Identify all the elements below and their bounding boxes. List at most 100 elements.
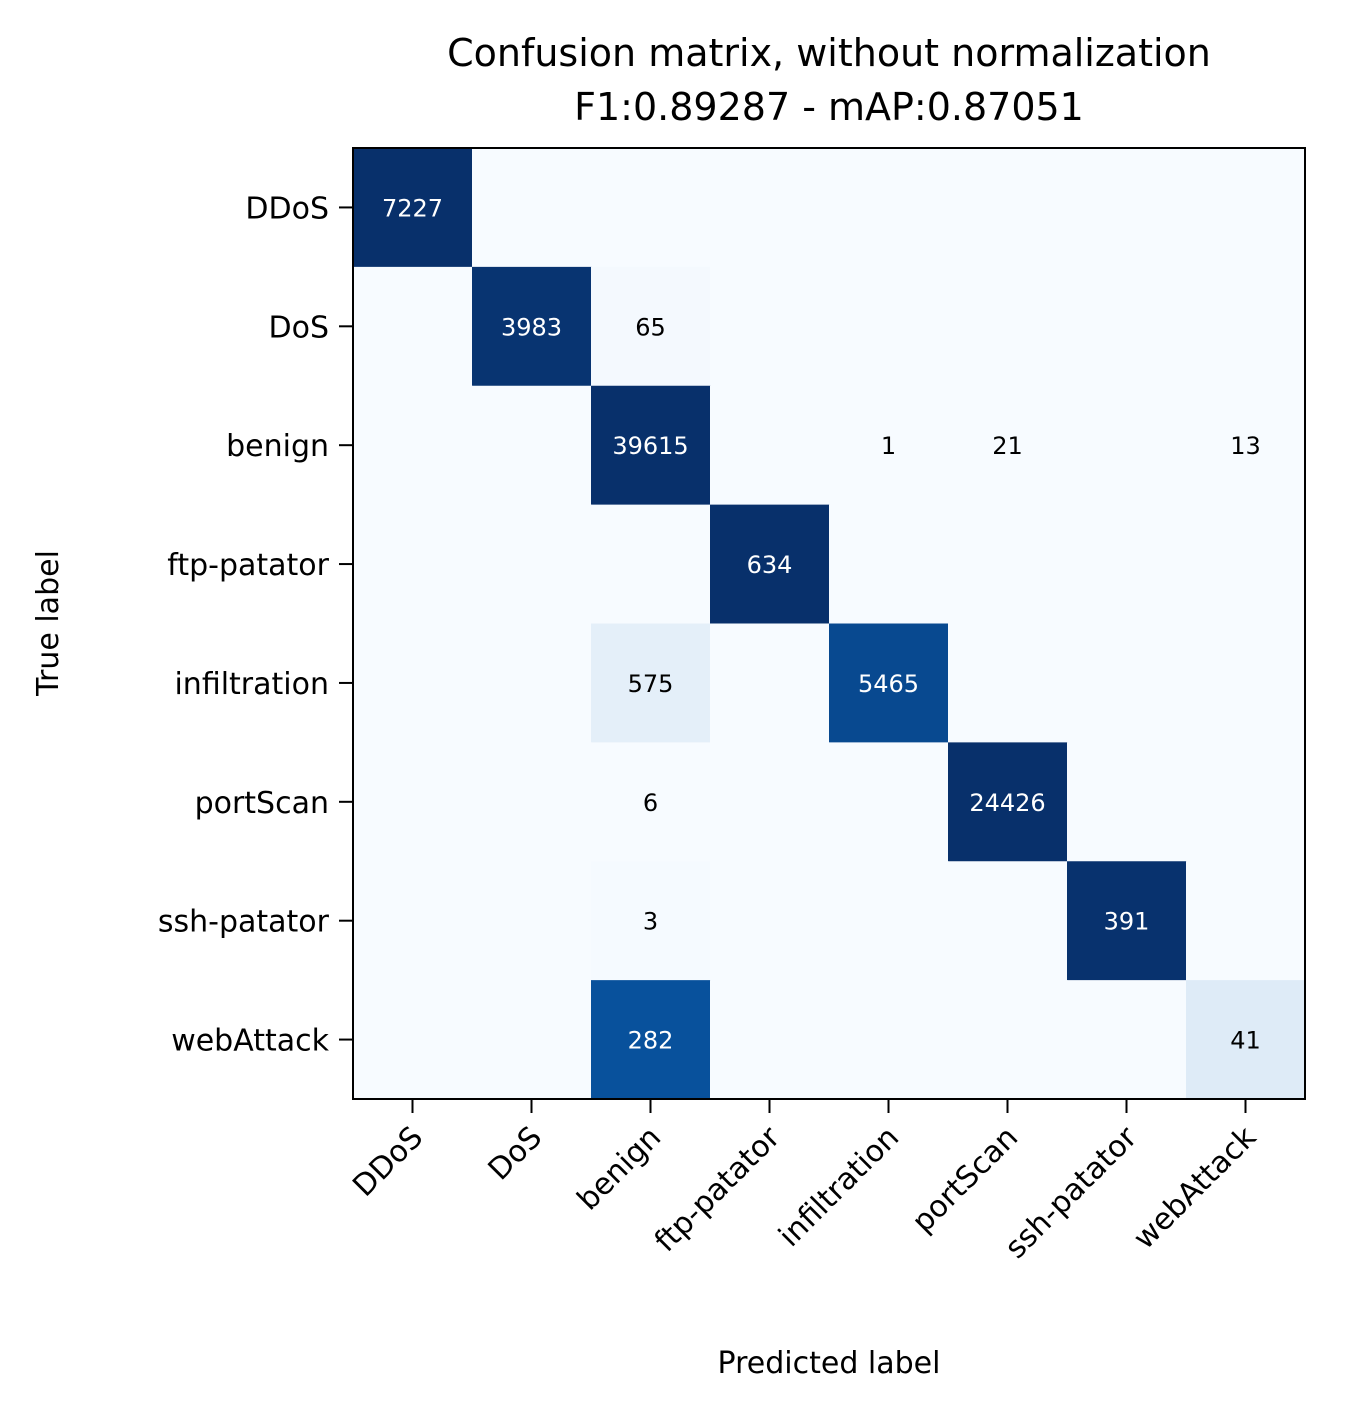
heatmap-cell	[472, 385, 592, 506]
heatmap-cell	[829, 266, 949, 387]
heatmap-cell	[710, 266, 830, 387]
cell-value-labels: 7227 3983 65 39615 1 21 13 634 575 5465 6 24426 3 391…	[382, 194, 1261, 1054]
heatmap-cell	[353, 266, 473, 387]
heatmap-cell	[710, 623, 830, 743]
y-tick-label: webAttack	[171, 1024, 329, 1059]
heatmap-cell	[948, 385, 1068, 506]
x-tick-label: ftp-patator	[648, 1119, 788, 1259]
heatmap-cell	[472, 742, 592, 862]
y-tick-label: DDoS	[245, 191, 329, 226]
heatmap-cell	[948, 266, 1068, 387]
chart-title: Confusion matrix, without normalization	[447, 31, 1211, 75]
x-tick-label: benign	[571, 1120, 669, 1218]
heatmap-cell	[353, 385, 473, 506]
cell-value-label: 1	[881, 432, 896, 460]
cell-value-label: 7227	[382, 194, 443, 222]
heatmap-cell	[472, 266, 592, 387]
heatmap-cell	[1186, 861, 1306, 981]
heatmap-cell	[948, 742, 1068, 862]
y-tick-label: portScan	[195, 786, 329, 821]
x-tick-label: DDoS	[346, 1120, 430, 1204]
heatmap-cell	[1067, 504, 1187, 624]
heatmap-cell	[1186, 504, 1306, 624]
heatmap-cell	[591, 980, 711, 1100]
chart-subtitle: F1:0.89287 - mAP:0.87051	[574, 85, 1084, 129]
heatmap-cell	[710, 980, 830, 1100]
heatmap-cell	[591, 385, 711, 506]
heatmap-cell	[1186, 623, 1306, 743]
heatmap-cell	[710, 504, 830, 624]
heatmap-cell	[472, 504, 592, 624]
heatmap-cell	[829, 861, 949, 981]
cell-value-label: 13	[1230, 432, 1261, 460]
plot-frame	[352, 147, 1306, 1100]
cell-value-label: 575	[628, 670, 674, 698]
cell-value-label: 5465	[858, 670, 919, 698]
cell-value-label: 3	[643, 908, 658, 936]
x-tick-label: DoS	[482, 1120, 550, 1188]
heatmap-cell	[591, 504, 711, 624]
heatmap-cells	[353, 148, 1306, 1100]
heatmap-cell	[472, 861, 592, 981]
x-axis-label: Predicted label	[718, 1346, 941, 1381]
heatmap-cell	[1186, 266, 1306, 387]
cell-value-label: 3983	[501, 313, 562, 341]
x-tick-label: infiltration	[772, 1120, 906, 1254]
heatmap-cell	[353, 980, 473, 1100]
heatmap-cell	[1067, 742, 1187, 862]
heatmap-cell	[829, 504, 949, 624]
heatmap-cell	[353, 623, 473, 743]
heatmap-cell	[353, 861, 473, 981]
heatmap-cell	[948, 148, 1068, 268]
x-tick-label: webAttack	[1127, 1119, 1264, 1256]
y-axis-label: True label	[31, 550, 66, 697]
cell-value-label: 39615	[612, 432, 688, 460]
x-tick-label: portScan	[905, 1120, 1025, 1240]
y-axis-ticks: DDoS DoS benign ftp-patator infiltration port…	[158, 191, 353, 1059]
heatmap-cell	[710, 148, 830, 268]
heatmap-cell	[591, 742, 711, 862]
heatmap-cell	[472, 148, 592, 268]
heatmap-cell	[829, 385, 949, 506]
cell-value-label: 391	[1104, 908, 1150, 936]
cell-value-label: 21	[992, 432, 1023, 460]
heatmap-cell	[591, 266, 711, 387]
y-tick-label: DoS	[269, 310, 330, 345]
cell-value-label: 24426	[969, 789, 1045, 817]
cell-value-label: 41	[1230, 1027, 1261, 1055]
heatmap-cell	[1067, 623, 1187, 743]
heatmap-cell	[1186, 148, 1306, 268]
heatmap-cell	[591, 148, 711, 268]
heatmap-cell	[829, 623, 949, 743]
heatmap-cell	[1067, 861, 1187, 981]
heatmap-cell	[710, 861, 830, 981]
heatmap-cell	[472, 623, 592, 743]
heatmap-cell	[710, 742, 830, 862]
heatmap-cell	[472, 980, 592, 1100]
heatmap-cell	[591, 861, 711, 981]
y-tick-label: infiltration	[174, 667, 329, 702]
heatmap-cell	[1067, 148, 1187, 268]
y-tick-label: ssh-patator	[158, 905, 330, 940]
cell-value-label: 6	[643, 789, 658, 817]
cell-value-label: 634	[747, 551, 793, 579]
heatmap-cell	[1186, 385, 1306, 506]
heatmap-cell	[948, 623, 1068, 743]
y-tick-label: ftp-patator	[167, 548, 329, 583]
heatmap-cell	[948, 861, 1068, 981]
heatmap-cell	[829, 148, 949, 268]
heatmap-cell	[353, 742, 473, 862]
heatmap-cell	[1186, 980, 1306, 1100]
heatmap-cell	[710, 385, 830, 506]
heatmap-cell	[948, 980, 1068, 1100]
heatmap-cell	[1067, 385, 1187, 506]
heatmap-cell	[948, 504, 1068, 624]
heatmap-cell	[1067, 980, 1187, 1100]
heatmap-cell	[829, 742, 949, 862]
heatmap-cell	[1067, 266, 1187, 387]
heatmap-cell	[353, 148, 473, 268]
heatmap-cell	[1186, 742, 1306, 862]
cell-value-label: 65	[635, 313, 666, 341]
